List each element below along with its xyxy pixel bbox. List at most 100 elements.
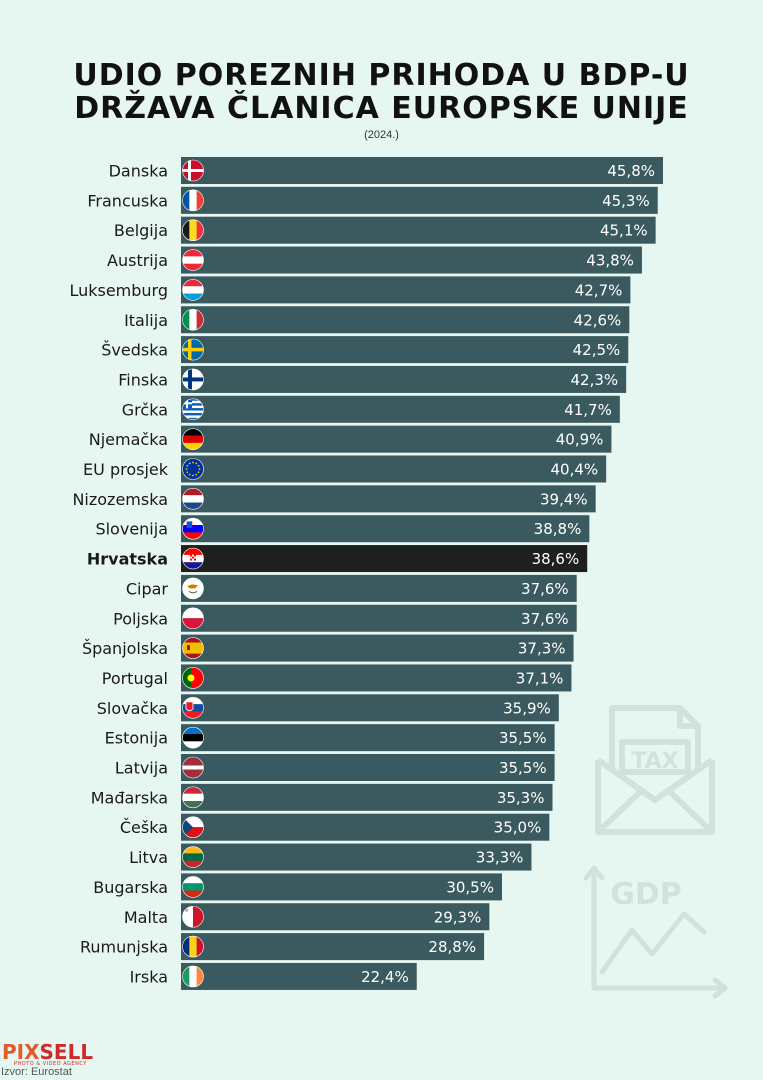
- bar: [181, 783, 553, 811]
- croatia-flag-icon: [182, 547, 204, 570]
- value-label: 35,5%: [499, 729, 547, 747]
- bar: [181, 455, 607, 483]
- cyprus-flag-icon: [182, 577, 204, 600]
- hungary-flag-icon: [182, 786, 204, 809]
- category-label: Finska: [118, 370, 168, 389]
- portugal-flag-icon: [182, 667, 204, 689]
- value-label: 43,8%: [586, 252, 634, 270]
- category-label: Irska: [130, 967, 168, 986]
- tax-label: TAX: [631, 749, 678, 774]
- romania-flag-icon: [182, 935, 204, 958]
- bar: [181, 365, 627, 393]
- page-title-line1: UDIO POREZNIH PRIHODA U BDP-U: [73, 58, 690, 93]
- source-note: Izvor: Eurostat: [1, 1066, 72, 1078]
- value-label: 45,1%: [600, 222, 648, 240]
- category-label: EU prosjek: [83, 460, 169, 479]
- category-label: Italija: [124, 311, 168, 330]
- greece-flag-icon: [182, 398, 204, 421]
- category-label: Estonija: [105, 729, 168, 748]
- bar: [181, 246, 642, 274]
- category-label: Litva: [129, 848, 168, 867]
- category-label: Rumunjska: [80, 938, 168, 957]
- value-label: 37,6%: [521, 610, 569, 628]
- bar: [181, 962, 417, 990]
- value-label: 35,9%: [503, 699, 551, 717]
- category-label: Danska: [109, 162, 168, 181]
- category-label: Malta: [124, 908, 168, 927]
- lithuania-flag-icon: [182, 846, 204, 868]
- value-label: 38,8%: [534, 520, 582, 538]
- category-label: Švedska: [101, 341, 168, 360]
- slovenia-flag-icon: [182, 517, 204, 540]
- bar: [181, 754, 555, 781]
- bar: [181, 873, 502, 901]
- category-label: Bugarska: [93, 878, 168, 897]
- netherlands-flag-icon: [182, 488, 204, 510]
- bulgaria-flag-icon: [182, 876, 204, 898]
- value-label: 42,3%: [571, 371, 619, 389]
- bar: [181, 186, 658, 214]
- bar: [181, 933, 485, 961]
- spain-flag-icon: [182, 637, 204, 659]
- category-label: Latvija: [115, 759, 168, 778]
- category-label: Španjolska: [82, 639, 168, 658]
- bar: [181, 216, 656, 244]
- bar-chart: Danska 45,8% Francuska 45,3% Belgija 45,1% Aus…: [69, 157, 663, 990]
- category-label: Češka: [120, 818, 168, 837]
- bar: [181, 903, 490, 931]
- bar: [181, 276, 631, 304]
- value-label: 42,7%: [575, 281, 623, 299]
- category-label: Slovačka: [97, 699, 168, 718]
- category-label: Francuska: [87, 191, 168, 210]
- category-label: Slovenija: [95, 520, 168, 539]
- bar: [181, 664, 572, 692]
- tax-envelope-icon: TAX: [595, 705, 715, 835]
- logo-tagline: PHOTO & VIDEO AGENCY: [14, 1061, 87, 1067]
- finland-flag-icon: [182, 368, 204, 391]
- value-label: 45,3%: [602, 192, 650, 210]
- belgium-flag-icon: [182, 219, 204, 241]
- page-title-line2: DRŽAVA ČLANICA EUROPSKE UNIJE: [74, 91, 689, 126]
- bar: [181, 724, 555, 752]
- germany-flag-icon: [182, 428, 204, 450]
- value-label: 29,3%: [434, 908, 482, 926]
- italy-flag-icon: [182, 308, 204, 331]
- category-label: Austrija: [107, 251, 168, 270]
- category-label: Cipar: [126, 579, 169, 598]
- value-label: 37,6%: [521, 580, 569, 598]
- category-label: Nizozemska: [72, 490, 168, 509]
- value-label: 38,6%: [532, 550, 580, 568]
- category-label: Njemačka: [89, 430, 168, 449]
- bar: [181, 485, 596, 513]
- value-label: 28,8%: [428, 938, 476, 956]
- value-label: 42,5%: [573, 341, 621, 359]
- sweden-flag-icon: [182, 338, 204, 361]
- bar: [181, 694, 559, 722]
- slovakia-flag-icon: [182, 696, 204, 719]
- bar: [181, 157, 663, 184]
- category-label: Luksemburg: [69, 281, 168, 300]
- value-label: 37,3%: [518, 640, 566, 658]
- bar: [181, 336, 629, 364]
- malta-flag-icon: [182, 905, 204, 928]
- gdp-growth-icon: GDP: [583, 865, 728, 999]
- value-label: 39,4%: [540, 490, 588, 508]
- value-label: 45,8%: [607, 162, 655, 180]
- bar: [181, 843, 532, 871]
- category-label: Belgija: [114, 221, 168, 240]
- ireland-flag-icon: [182, 965, 204, 988]
- austria-flag-icon: [182, 249, 204, 271]
- bar: [181, 515, 590, 543]
- value-label: 41,7%: [564, 401, 612, 419]
- chart-subtitle: (2024.): [364, 129, 399, 141]
- value-label: 30,5%: [446, 878, 494, 896]
- bar: [181, 574, 577, 602]
- pixsell-logo: PIXSELL: [2, 1040, 94, 1064]
- category-label: Hrvatska: [87, 550, 168, 569]
- value-label: 35,5%: [499, 759, 547, 777]
- bar: [181, 306, 630, 334]
- value-label: 35,0%: [494, 819, 542, 837]
- bar: [181, 604, 577, 632]
- latvia-flag-icon: [182, 756, 204, 779]
- denmark-flag-icon: [182, 159, 204, 182]
